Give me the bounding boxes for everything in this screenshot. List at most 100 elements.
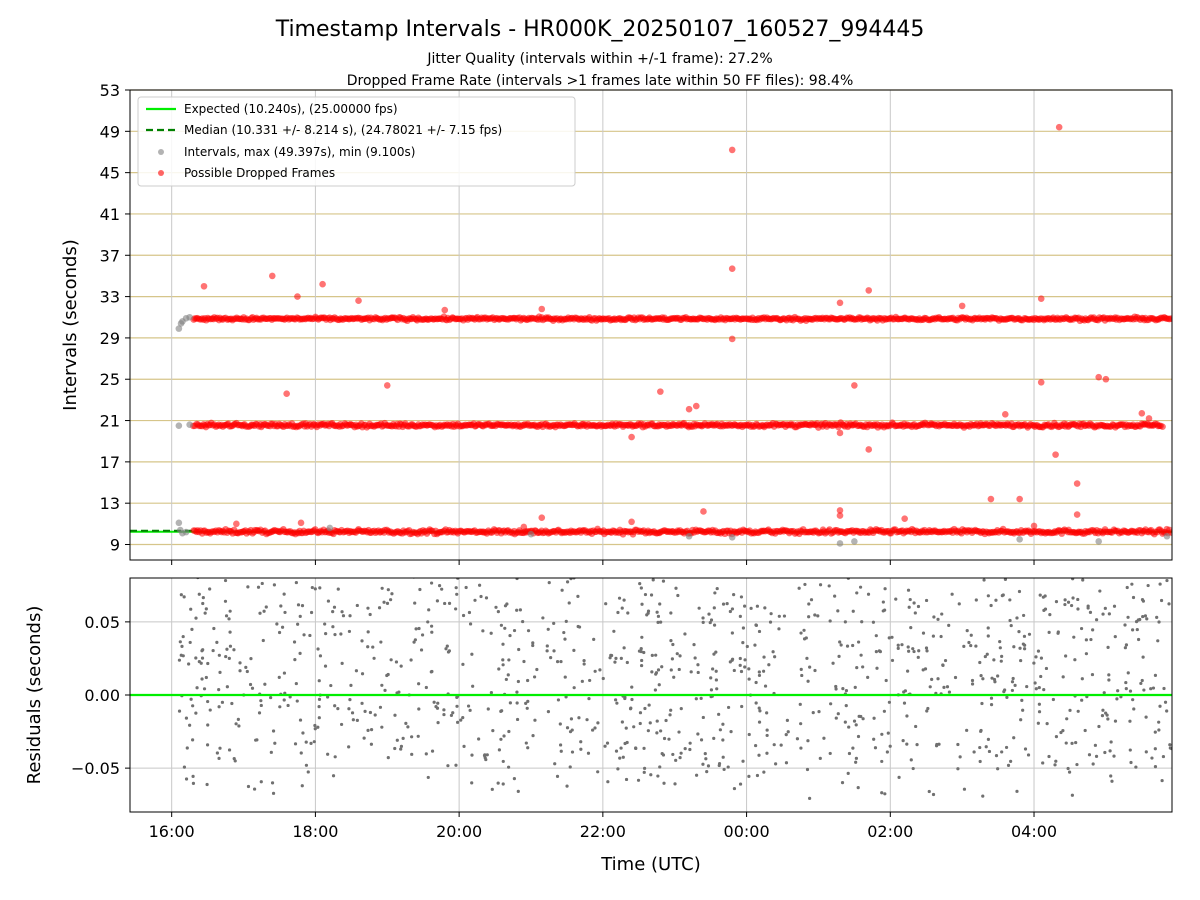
residual-point <box>310 585 314 590</box>
residual-point <box>667 737 671 741</box>
residual-point <box>982 578 986 582</box>
residual-point <box>902 701 907 705</box>
dropped-frame-outlier <box>1037 295 1045 302</box>
residual-point <box>399 747 403 751</box>
residual-point <box>1090 672 1095 677</box>
residual-point <box>435 706 440 710</box>
residual-point <box>1012 736 1016 740</box>
residual-point <box>516 789 520 793</box>
residual-point <box>323 664 328 668</box>
residual-point <box>259 703 263 708</box>
residual-point <box>1106 717 1110 721</box>
residual-point <box>874 634 878 638</box>
residual-point <box>664 718 668 723</box>
residual-point <box>194 656 198 660</box>
residual-point <box>647 703 651 707</box>
residual-point <box>348 614 352 618</box>
residual-point <box>1139 681 1143 686</box>
residual-point <box>658 602 662 606</box>
residual-point <box>1162 686 1166 691</box>
residual-point <box>617 596 622 600</box>
residuals-panel: 0.05 0.00 −0.05 16:00 18:00 20:00 22:00 00:00 0… <box>24 577 1173 875</box>
residual-point <box>854 723 858 727</box>
legend-box <box>137 96 576 187</box>
residual-point <box>986 737 991 741</box>
intervals-panel: 9 13 17 21 25 29 33 37 41 45 49 53 Intervals (secon… <box>60 81 1173 565</box>
residual-point <box>753 643 757 647</box>
residual-point <box>501 759 505 764</box>
residual-point <box>917 649 921 653</box>
intervals-x-ticks <box>171 560 1035 565</box>
residual-point <box>965 728 969 732</box>
residual-point <box>797 586 801 590</box>
residual-point <box>390 592 394 596</box>
residual-point <box>706 764 711 768</box>
residual-point <box>414 627 418 631</box>
residual-point <box>935 742 939 747</box>
residual-point <box>366 728 370 732</box>
residual-point <box>1043 594 1047 598</box>
residual-point <box>504 677 508 682</box>
residual-point <box>1034 687 1038 691</box>
residual-point <box>201 601 205 606</box>
residual-point <box>615 701 619 705</box>
residual-point <box>1103 606 1107 610</box>
residual-point <box>252 787 257 791</box>
residual-point <box>916 604 921 609</box>
dropped-frame-outlier <box>383 382 391 389</box>
residual-point <box>298 718 303 722</box>
residual-point <box>316 647 320 651</box>
residual-point <box>360 672 365 676</box>
residual-point <box>616 610 620 615</box>
residual-point <box>771 650 775 654</box>
residual-point <box>1080 698 1084 702</box>
residual-point <box>587 697 591 701</box>
residual-point <box>197 659 201 664</box>
residual-point <box>218 670 222 674</box>
residual-point <box>204 675 208 680</box>
residual-point <box>762 770 766 774</box>
residual-point <box>881 600 885 604</box>
residual-point <box>986 594 990 598</box>
residual-point <box>678 756 682 760</box>
residual-point <box>638 711 643 715</box>
residual-point <box>194 711 198 715</box>
residual-point <box>784 761 789 765</box>
residual-point <box>669 611 673 615</box>
residual-point <box>1135 627 1139 632</box>
residual-point <box>397 690 401 694</box>
residual-point <box>950 592 954 596</box>
residual-point <box>912 649 916 654</box>
residual-point <box>200 649 204 653</box>
residual-point <box>309 610 314 615</box>
residual-point <box>909 626 913 630</box>
residual-point <box>244 665 248 670</box>
residual-point <box>533 718 537 722</box>
residual-point <box>1021 642 1025 646</box>
residual-point <box>777 614 781 618</box>
residual-point <box>852 719 857 723</box>
legend-dropped-label: Possible Dropped Frames <box>184 166 335 180</box>
residual-point <box>1150 756 1154 760</box>
residual-point <box>259 699 263 703</box>
residual-point <box>646 609 651 613</box>
residual-point <box>711 667 715 671</box>
residual-point <box>1167 602 1171 606</box>
residual-point <box>223 578 228 583</box>
residual-point <box>623 741 627 746</box>
residual-point <box>282 592 286 596</box>
residual-point <box>1001 593 1005 597</box>
residual-point <box>442 708 446 712</box>
residual-point <box>896 643 900 647</box>
residual-point <box>860 620 864 624</box>
residual-point <box>331 610 335 614</box>
residual-point <box>845 644 850 648</box>
residual-point <box>481 629 485 633</box>
residual-point <box>608 656 612 660</box>
residual-point <box>1109 774 1113 778</box>
dropped-frame-outlier <box>538 305 546 313</box>
residual-point <box>639 646 643 651</box>
residual-point <box>255 738 259 742</box>
residual-point <box>293 742 298 746</box>
residual-point <box>675 652 679 656</box>
